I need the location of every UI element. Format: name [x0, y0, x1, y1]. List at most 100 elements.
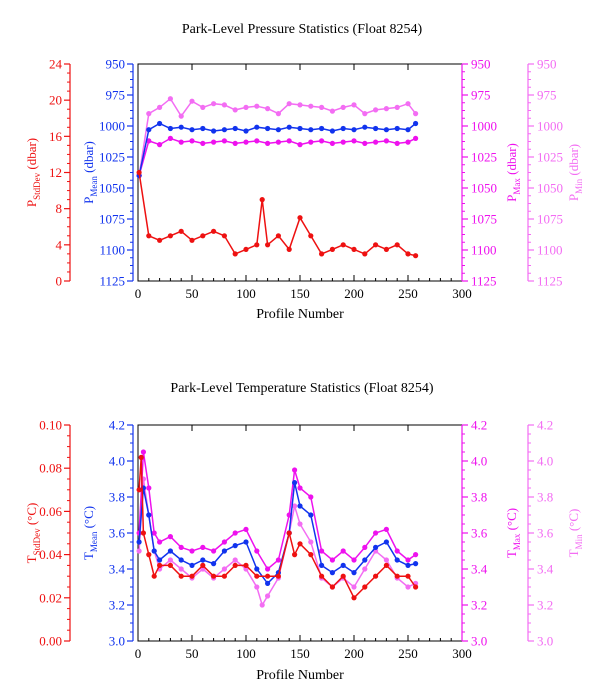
data-point-max [340, 139, 346, 145]
data-point-min [221, 566, 227, 572]
data-point-stddev [275, 233, 281, 239]
data-point-min [265, 106, 271, 112]
y-tick-label: 1075 [99, 212, 125, 227]
data-point-max [221, 138, 227, 144]
data-point-stddev [211, 228, 217, 234]
x-axis-label: Profile Number [256, 307, 344, 322]
data-point-max [232, 140, 238, 146]
data-point-max [405, 557, 411, 563]
data-point-mean [275, 127, 281, 133]
data-point-min [308, 103, 314, 109]
y-axis-label-main: P [504, 195, 519, 202]
data-point-stddev [189, 237, 195, 243]
data-point-stddev [362, 584, 368, 590]
data-point-max [340, 548, 346, 554]
data-point-max [319, 548, 325, 554]
data-point-stddev [405, 251, 411, 257]
y-axis-label-mean: PMean (dbar) [81, 141, 99, 204]
data-point-max [146, 138, 152, 144]
data-point-max [373, 139, 379, 145]
y-tick-label: 4 [56, 237, 63, 252]
data-point-mean [254, 566, 260, 572]
data-point-mean [254, 124, 260, 130]
data-point-stddev [265, 573, 271, 579]
y-axis-label-stddev: PStdDev (dbar) [24, 138, 42, 207]
chart-panel-0: Park-Level Pressure Statistics (Float 82… [24, 22, 584, 322]
y-axis-label-sub: Mean [89, 176, 99, 197]
data-point-min [351, 584, 357, 590]
y-axis-label-main: T [566, 549, 581, 557]
data-point-max [413, 552, 419, 558]
y-tick-label: 950 [106, 57, 126, 72]
data-point-stddev [319, 251, 325, 257]
x-tick-label: 200 [344, 286, 364, 301]
x-tick-label: 150 [290, 286, 310, 301]
data-point-mean [383, 539, 389, 545]
data-point-mean [405, 562, 411, 569]
y-tick-label: 0.06 [39, 504, 62, 519]
data-point-mean [232, 543, 238, 549]
data-point-min [221, 102, 227, 108]
data-point-max [232, 530, 238, 536]
x-axis-label: Profile Number [256, 668, 344, 683]
plot-frame [137, 424, 463, 642]
x-tick-label: 100 [236, 646, 256, 661]
data-point-mean [329, 128, 335, 134]
y-axis-label-sub: StdDev [32, 172, 42, 200]
data-point-max [140, 449, 146, 455]
data-point-max [151, 530, 157, 536]
data-point-mean [265, 580, 271, 587]
data-point-stddev [373, 242, 379, 248]
x-tick-label: 0 [135, 646, 142, 661]
data-point-mean [340, 125, 346, 132]
y-axis-max: 950 975 1000 1025 1050 1075 1100 1125 PMax (dbar… [461, 57, 522, 289]
data-point-max [146, 485, 152, 491]
x-tick-label: 250 [398, 646, 418, 661]
data-point-stddev [286, 530, 292, 536]
y-axis-label-main: P [566, 194, 581, 201]
y-axis-label-sub: Max [512, 178, 522, 195]
y-tick-label: 3.4 [537, 562, 554, 577]
data-point-min [146, 111, 152, 117]
data-point-stddev [265, 242, 271, 248]
series-mean [136, 480, 419, 587]
data-point-mean [292, 480, 298, 486]
y-axis-label-main: T [504, 550, 519, 558]
x-tick-label: 300 [452, 286, 472, 301]
y-tick-label: 1100 [471, 243, 497, 258]
y-tick-label: 975 [537, 88, 557, 103]
series-line-min [138, 478, 416, 607]
series-max [136, 449, 419, 572]
data-point-mean [286, 124, 292, 130]
data-point-max [405, 139, 411, 145]
y-tick-label: 3.4 [109, 562, 126, 577]
data-point-stddev [221, 233, 227, 239]
y-axis-label-stddev: TStdDev (°C) [24, 503, 42, 564]
data-point-min [383, 106, 389, 112]
data-point-max [265, 566, 271, 572]
data-point-max [189, 548, 195, 554]
y-tick-label: 975 [106, 88, 126, 103]
data-point-mean [157, 557, 163, 563]
y-tick-label: 0.10 [39, 418, 62, 433]
data-point-mean [362, 124, 368, 130]
y-tick-label: 0.04 [39, 547, 62, 562]
data-point-mean [351, 127, 357, 133]
y-tick-label: 3.6 [537, 526, 554, 541]
data-point-min [254, 103, 260, 109]
y-tick-label: 1000 [471, 119, 497, 134]
y-axis-label-sub: Max [512, 533, 522, 550]
data-point-stddev [178, 228, 184, 234]
data-point-mean [136, 539, 142, 545]
data-point-mean [200, 125, 206, 132]
data-point-mean [151, 548, 157, 554]
y-tick-label: 0.00 [39, 634, 62, 649]
y-axis-max: 3.0 3.2 3.4 3.6 3.8 4.0 4.2 TMax (°C) [461, 418, 522, 649]
data-point-max [265, 140, 271, 146]
data-point-stddev [351, 595, 357, 601]
data-point-max [329, 140, 335, 146]
x-tick-label: 150 [290, 646, 310, 661]
y-axis-label-max: TMax (°C) [504, 508, 522, 558]
data-point-min [157, 104, 163, 110]
y-tick-label: 1050 [99, 181, 125, 196]
